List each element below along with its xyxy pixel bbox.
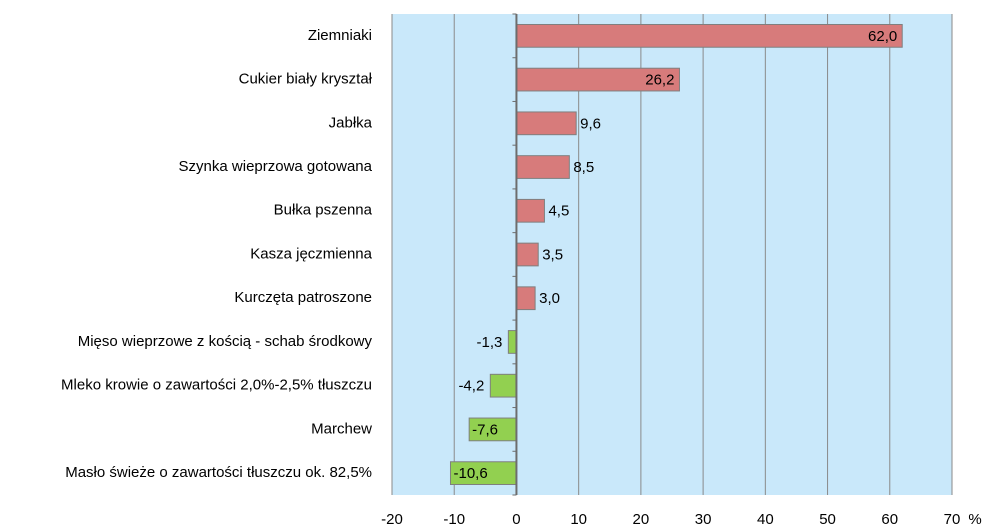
y-tick-label: Mleko krowie o zawartości 2,0%-2,5% tłus… — [61, 377, 372, 394]
bar — [515, 155, 570, 179]
x-tick-label: 70 — [944, 511, 961, 528]
bar — [515, 111, 577, 136]
x-tick-label: -20 — [381, 511, 403, 528]
y-tick-label: Marchew — [311, 420, 372, 437]
x-tick-label: -10 — [443, 511, 465, 528]
value-label: -10,6 — [453, 465, 487, 482]
bar — [515, 242, 539, 267]
value-label: 62,0 — [868, 28, 897, 45]
value-label: 3,5 — [542, 246, 563, 263]
value-label: 8,5 — [573, 159, 594, 176]
y-tick-label: Masło świeże o zawartości tłuszczu ok. 8… — [65, 464, 372, 481]
value-label: 26,2 — [645, 72, 674, 89]
y-tick-label: Jabłka — [329, 114, 373, 131]
x-axis-label: % — [968, 511, 981, 528]
y-tick-label: Cukier biały kryształ — [239, 71, 373, 88]
value-label: 3,0 — [539, 290, 560, 307]
bar — [507, 330, 517, 354]
x-tick-label: 0 — [512, 511, 520, 528]
y-tick-label: Bułka pszenna — [274, 202, 373, 219]
x-tick-label: 50 — [819, 511, 836, 528]
bar — [515, 286, 536, 311]
x-tick-label: 40 — [757, 511, 774, 528]
x-tick-label: 30 — [695, 511, 712, 528]
bar — [515, 198, 545, 223]
value-label: 9,6 — [580, 115, 601, 132]
bar — [489, 373, 517, 398]
plot-area — [392, 14, 952, 495]
y-tick-label: Mięso wieprzowe z kością - schab środkow… — [78, 333, 373, 350]
y-tick-label: Ziemniaki — [308, 27, 372, 44]
value-label: -1,3 — [476, 334, 502, 351]
value-label: -4,2 — [458, 378, 484, 395]
y-tick-label: Szynka wieprzowa gotowana — [179, 158, 373, 175]
x-tick-label: 10 — [570, 511, 587, 528]
value-label: -7,6 — [472, 421, 498, 438]
value-label: 4,5 — [548, 203, 569, 220]
bar — [515, 23, 903, 48]
x-tick-label: 60 — [881, 511, 898, 528]
y-tick-label: Kasza jęczmienna — [250, 245, 372, 262]
y-tick-label: Kurczęta patroszone — [234, 289, 372, 306]
x-tick-label: 20 — [633, 511, 650, 528]
